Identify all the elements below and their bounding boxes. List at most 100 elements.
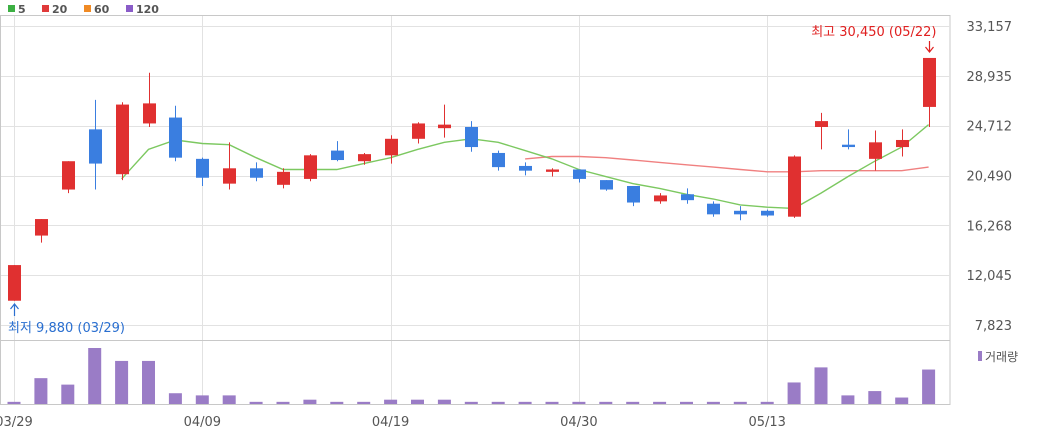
- legend-label-20: 20: [52, 3, 68, 16]
- volume-bar: [222, 395, 236, 404]
- volume-bar: [922, 369, 936, 404]
- volume-bar: [195, 395, 209, 404]
- volume-bar: [814, 367, 828, 404]
- candle-body: [869, 142, 882, 159]
- x-axis: 03/29 04/09 04/19 04/30 05/13: [0, 415, 786, 430]
- volume-bar: [518, 401, 532, 404]
- volume-bar: [464, 401, 478, 404]
- volume-bar: [572, 401, 586, 404]
- price-panel: [0, 15, 951, 341]
- candle-body: [8, 265, 21, 301]
- volume-bar: [491, 401, 505, 404]
- candle-body: [223, 168, 236, 184]
- volume-bar: [249, 401, 263, 404]
- candle-body: [143, 103, 156, 124]
- candle-body: [62, 161, 75, 190]
- y-tick-label: 16,268: [967, 219, 1013, 234]
- candle-body: [734, 210, 747, 215]
- legend-label-120: 120: [136, 3, 159, 16]
- low-price-label: 최저 9,880 (03/29): [8, 321, 125, 336]
- candle-body: [492, 152, 505, 168]
- volume-bar: [733, 401, 747, 404]
- volume-bar: [787, 382, 801, 404]
- candle-body: [573, 169, 586, 179]
- volume-bar: [115, 360, 129, 404]
- volume-bar: [7, 401, 21, 404]
- candle-body: [788, 156, 801, 217]
- ma20-line: [525, 155, 929, 173]
- volume-legend-swatch: [978, 351, 982, 361]
- volume-bar: [626, 401, 640, 404]
- legend-swatch-120: [126, 5, 133, 12]
- candle-body: [654, 195, 667, 202]
- candle-body: [277, 171, 290, 185]
- volume-bar: [868, 391, 882, 404]
- volume-bar: [841, 395, 855, 404]
- candle-body: [896, 139, 909, 148]
- candle-body: [331, 150, 344, 161]
- y-tick-label: 7,823: [975, 319, 1012, 334]
- chart-legend: 5 20 60 120: [8, 3, 159, 16]
- y-tick-label: 12,045: [967, 269, 1013, 284]
- candle-body: [761, 210, 774, 216]
- y-tick-label: 28,935: [967, 70, 1013, 85]
- candle-body: [35, 219, 48, 236]
- volume-bar: [545, 401, 559, 404]
- legend-label-5: 5: [18, 3, 26, 16]
- volume-bar: [357, 401, 371, 404]
- candlestick-series: [8, 57, 936, 301]
- high-arrow-icon: [925, 41, 934, 53]
- x-tick-label: 05/13: [748, 415, 785, 430]
- candle-body: [89, 129, 102, 164]
- volume-bar: [384, 399, 398, 404]
- candle-body: [465, 126, 478, 148]
- y-tick-label: 24,712: [967, 120, 1013, 135]
- x-tick-label: 04/09: [184, 415, 221, 430]
- volume-legend-label: 거래량: [985, 350, 1018, 364]
- candle-body: [815, 121, 828, 127]
- legend-swatch-5: [8, 5, 15, 12]
- candle-body: [304, 155, 317, 179]
- volume-bar: [411, 399, 424, 404]
- volume-bar: [437, 399, 451, 404]
- ma20-path: [525, 155, 929, 173]
- volume-bar: [760, 401, 774, 404]
- volume-bars: [7, 348, 936, 404]
- y-axis: 33,157 28,935 24,712 20,490 16,268 12,045 7,82…: [967, 20, 1013, 334]
- volume-bar: [276, 401, 290, 404]
- candle-body: [519, 165, 532, 171]
- x-tick-label: 04/30: [560, 415, 597, 430]
- volume-bar: [142, 360, 155, 404]
- candle-body: [169, 117, 182, 158]
- volume-bar: [168, 393, 182, 404]
- high-price-label: 최고 30,450 (05/22): [811, 25, 936, 40]
- candle-body: [438, 124, 451, 129]
- volume-bar: [61, 384, 75, 404]
- candle-body: [358, 154, 371, 162]
- candle-body: [250, 168, 263, 178]
- candle-body: [681, 194, 694, 201]
- y-tick-label: 33,157: [967, 20, 1013, 35]
- grid-lines: [1, 16, 950, 404]
- volume-bar: [680, 401, 693, 404]
- volume-panel: [0, 340, 951, 405]
- volume-bar: [34, 378, 48, 404]
- candle-body: [546, 169, 559, 172]
- candle-body: [412, 123, 425, 139]
- legend-swatch-60: [84, 5, 91, 12]
- volume-bar: [653, 401, 667, 404]
- candle-body: [385, 138, 398, 156]
- y-tick-label: 20,490: [967, 170, 1013, 185]
- volume-bar: [706, 401, 720, 404]
- candle-body: [196, 158, 209, 178]
- candle-body: [600, 180, 613, 190]
- candle-body: [116, 104, 129, 175]
- x-tick-label: 03/29: [0, 415, 33, 430]
- candle-body: [923, 57, 936, 107]
- x-tick-label: 04/19: [372, 415, 409, 430]
- legend-swatch-20: [42, 5, 49, 12]
- volume-bar: [599, 401, 613, 404]
- volume-bar: [330, 401, 344, 404]
- candle-body: [627, 186, 640, 203]
